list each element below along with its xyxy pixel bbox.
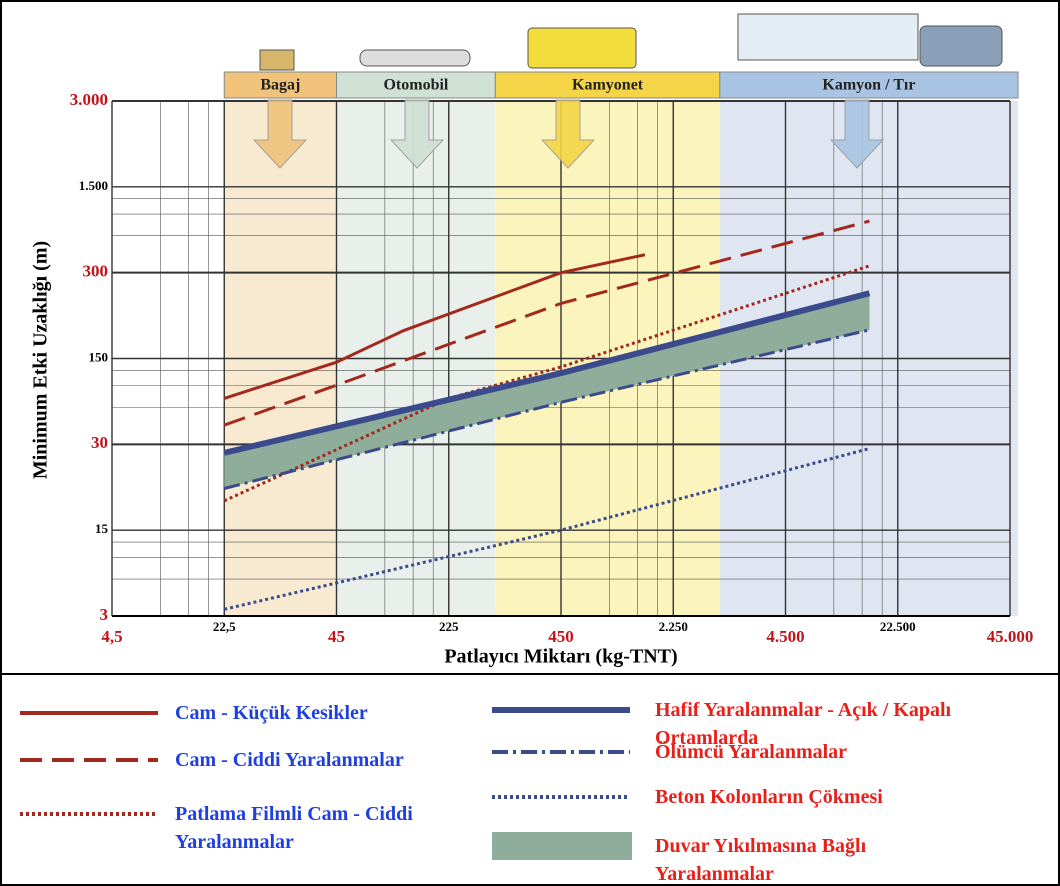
- icon-car: [359, 49, 471, 67]
- legend-label: Ölümcü Yaralanmalar: [655, 741, 848, 763]
- x-tick-label: 225: [439, 619, 459, 634]
- series-line: [223, 328, 870, 490]
- arrow: [389, 99, 445, 169]
- y-tick-label: 150: [89, 349, 109, 364]
- y-tick-label: 3.000: [70, 90, 108, 109]
- legend-label: Patlama Filmli Cam - Ciddi Yaralanmalar: [175, 803, 413, 853]
- band: [224, 293, 870, 489]
- y-axis-label: Minimum Etki Uzaklığı (m): [30, 241, 52, 479]
- x-axis-label: Patlayıcı Miktarı (kg-TNT): [444, 646, 677, 668]
- x-tick-label: 4,5: [101, 627, 122, 646]
- icon-truck: [737, 13, 919, 61]
- arrow: [252, 99, 308, 169]
- y-tick-label: 30: [91, 433, 108, 452]
- x-tick-label: 2.250: [659, 619, 688, 634]
- series-line: [223, 447, 870, 611]
- y-tick-label: 3: [100, 605, 109, 624]
- icon-bag: [259, 49, 295, 71]
- legend-label: Cam - Ciddi Yaralanmalar: [175, 749, 404, 771]
- arrow: [829, 99, 885, 169]
- region-label: Kamyon / Tır: [822, 77, 915, 94]
- series-line: [223, 290, 871, 456]
- legend-label: Duvar Yıkılmasına Bağlı Yaralanmalar: [655, 835, 867, 885]
- icon-cab: [919, 25, 1003, 67]
- y-tick-label: 1.500: [79, 178, 108, 193]
- legend-label: Beton Kolonların Çökmesi: [655, 786, 883, 808]
- x-tick-label: 22,5: [213, 619, 236, 634]
- region-header: [719, 71, 1019, 99]
- x-tick-label: 4.500: [766, 627, 804, 646]
- region-label: Bagaj: [260, 77, 300, 94]
- legend-label: Hafif Yaralanmalar - Açık / Kapalı Ortam…: [655, 699, 952, 749]
- legend-label: Cam - Küçük Kesikler: [175, 702, 368, 724]
- region-header: [494, 71, 721, 99]
- y-tick-label: 15: [95, 521, 109, 536]
- x-tick-label: 45: [328, 627, 345, 646]
- series-line: [223, 253, 646, 400]
- arrow: [540, 99, 596, 169]
- x-tick-label: 45.000: [987, 627, 1034, 646]
- y-tick-label: 300: [83, 262, 109, 281]
- x-tick-label: 22.500: [880, 619, 916, 634]
- legend-swatch: [492, 832, 632, 860]
- region-label: Otomobil: [383, 77, 448, 94]
- series-line: [223, 219, 870, 427]
- region-label: Kamyonet: [572, 77, 644, 94]
- region-header: [336, 71, 496, 99]
- region-header: [223, 71, 337, 99]
- icon-van: [527, 27, 637, 69]
- x-tick-label: 450: [548, 627, 574, 646]
